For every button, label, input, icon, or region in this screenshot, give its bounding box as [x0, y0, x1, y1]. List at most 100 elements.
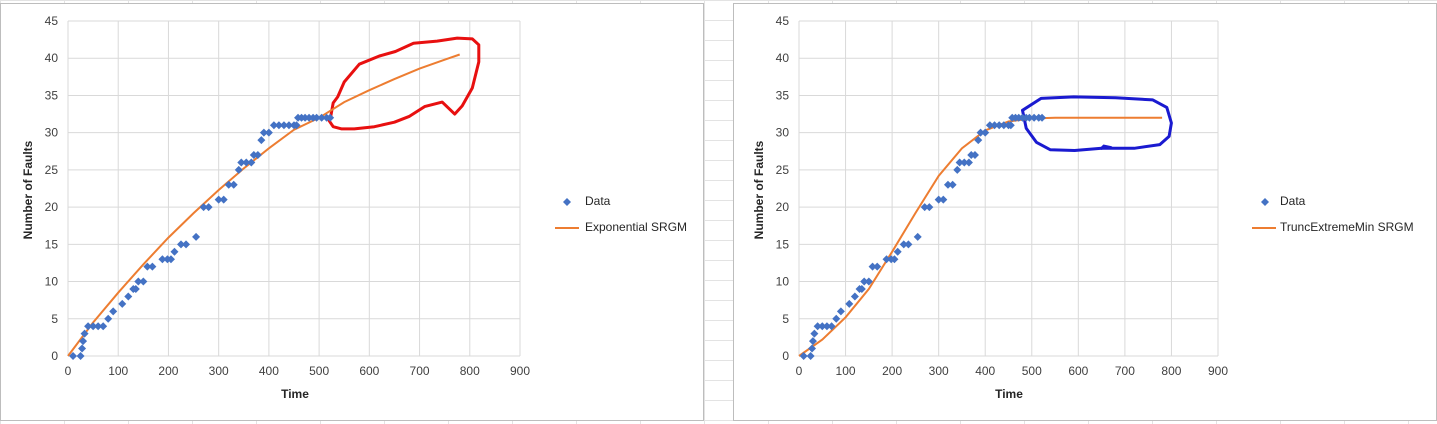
- data-point: [79, 337, 88, 346]
- y-tick-label: 15: [776, 237, 790, 251]
- data-point: [69, 352, 78, 360]
- data-point: [279, 121, 288, 130]
- data-point: [943, 180, 952, 189]
- data-point: [317, 113, 326, 122]
- data-point: [259, 128, 268, 137]
- data-point: [899, 240, 908, 249]
- x-tick-label: 900: [510, 364, 530, 378]
- legend-marker-data: [563, 198, 571, 206]
- legend-label-data: Data: [1280, 194, 1306, 208]
- data-point: [234, 165, 243, 174]
- data-point: [253, 151, 262, 159]
- x-tick-label: 100: [108, 364, 128, 378]
- y-tick-label: 10: [776, 275, 790, 289]
- x-axis-title: Time: [995, 387, 1023, 401]
- data-point: [955, 158, 964, 167]
- data-point: [860, 277, 869, 286]
- series-line: [798, 116, 1163, 357]
- series-line: [67, 53, 461, 357]
- data-point: [1038, 113, 1047, 122]
- data-point: [94, 322, 103, 331]
- data-point: [882, 255, 891, 264]
- data-point: [832, 314, 841, 323]
- data-point: [904, 240, 913, 249]
- chart-right-tick-labels: 0 100 200 300 400 500 600 700 800 900 0 5 10 15 20 25 30…: [776, 14, 1229, 378]
- hand-drawn-annotation-loop: [1021, 95, 1173, 152]
- data-point: [845, 299, 854, 308]
- y-tick-label: 0: [782, 349, 789, 363]
- data-point: [1030, 113, 1039, 122]
- x-tick-label: 900: [1208, 364, 1228, 378]
- legend[interactable]: Data TruncExtremeMin SRGM: [1252, 194, 1414, 234]
- y-tick-label: 10: [45, 275, 59, 289]
- y-tick-label: 5: [782, 312, 789, 326]
- data-point: [864, 277, 873, 286]
- data-point: [166, 255, 175, 264]
- data-point: [1006, 121, 1015, 130]
- data-point: [799, 352, 808, 360]
- data-point: [139, 277, 148, 286]
- x-tick-label: 200: [158, 364, 178, 378]
- data-point: [1025, 113, 1034, 122]
- y-axis-title: Number of Faults: [752, 140, 766, 239]
- data-point: [199, 203, 208, 212]
- data-point: [939, 195, 948, 204]
- y-axis-title: Number of Faults: [21, 140, 35, 239]
- data-point: [305, 113, 314, 122]
- data-point: [224, 180, 233, 189]
- data-point: [326, 113, 335, 122]
- hand-drawn-annotation-tail: [1100, 144, 1113, 150]
- data-point: [836, 307, 845, 316]
- data-point: [913, 232, 922, 241]
- y-tick-label: 15: [45, 237, 59, 251]
- chart-exponential-srgm[interactable]: 0 100 200 300 400 500 600 700 800 900 0 5 10 15 20 25 30…: [0, 3, 704, 421]
- data-point: [960, 158, 969, 167]
- data-point: [158, 255, 167, 264]
- data-point: [818, 322, 827, 331]
- y-tick-label: 20: [45, 200, 59, 214]
- legend[interactable]: Data Exponential SRGM: [555, 194, 687, 234]
- data-point: [990, 121, 999, 130]
- x-tick-label: 300: [209, 364, 229, 378]
- chart-left-data-points: [69, 113, 335, 360]
- data-point: [868, 262, 877, 271]
- chart-right-gridlines: [798, 20, 1219, 357]
- data-point: [857, 285, 866, 293]
- data-point: [953, 165, 962, 174]
- y-tick-label: 45: [45, 14, 59, 28]
- chart-left-series-lines: [67, 53, 461, 357]
- data-point: [806, 352, 815, 360]
- data-point: [257, 136, 266, 145]
- data-point: [873, 262, 882, 271]
- data-point: [274, 121, 283, 130]
- chart-right-data-points: [799, 113, 1047, 360]
- y-tick-label: 0: [51, 349, 58, 363]
- data-point: [80, 329, 89, 338]
- data-point: [247, 158, 256, 167]
- hand-drawn-annotation-loop: [327, 36, 481, 131]
- data-point: [893, 247, 902, 256]
- data-point: [292, 121, 301, 130]
- data-point: [813, 322, 822, 331]
- y-tick-label: 45: [776, 14, 790, 28]
- data-point: [177, 240, 185, 249]
- y-tick-label: 20: [776, 200, 790, 214]
- y-tick-label: 40: [45, 51, 59, 65]
- chart-right-annotation-layer: [1021, 95, 1173, 152]
- data-point: [827, 322, 836, 331]
- data-point: [890, 255, 899, 264]
- chart-truncextrememin-srgm[interactable]: 0 100 200 300 400 500 600 700 800 900 0 5 10 15 20 25 30…: [733, 3, 1437, 421]
- x-tick-label: 700: [410, 364, 430, 378]
- y-tick-label: 35: [45, 88, 59, 102]
- legend-marker-data: [1261, 198, 1269, 206]
- data-point: [131, 285, 140, 293]
- y-tick-label: 5: [51, 312, 58, 326]
- data-point: [249, 151, 258, 159]
- x-tick-label: 500: [309, 364, 329, 378]
- y-tick-label: 25: [776, 163, 790, 177]
- legend-label-exponential-srgm: Exponential SRGM: [585, 220, 687, 234]
- data-point: [999, 121, 1008, 130]
- chart-right-series-lines: [798, 116, 1163, 357]
- data-point: [850, 292, 859, 301]
- chart-right-svg: 0 100 200 300 400 500 600 700 800 900 0 5 10 15 20 25 30…: [752, 14, 1414, 401]
